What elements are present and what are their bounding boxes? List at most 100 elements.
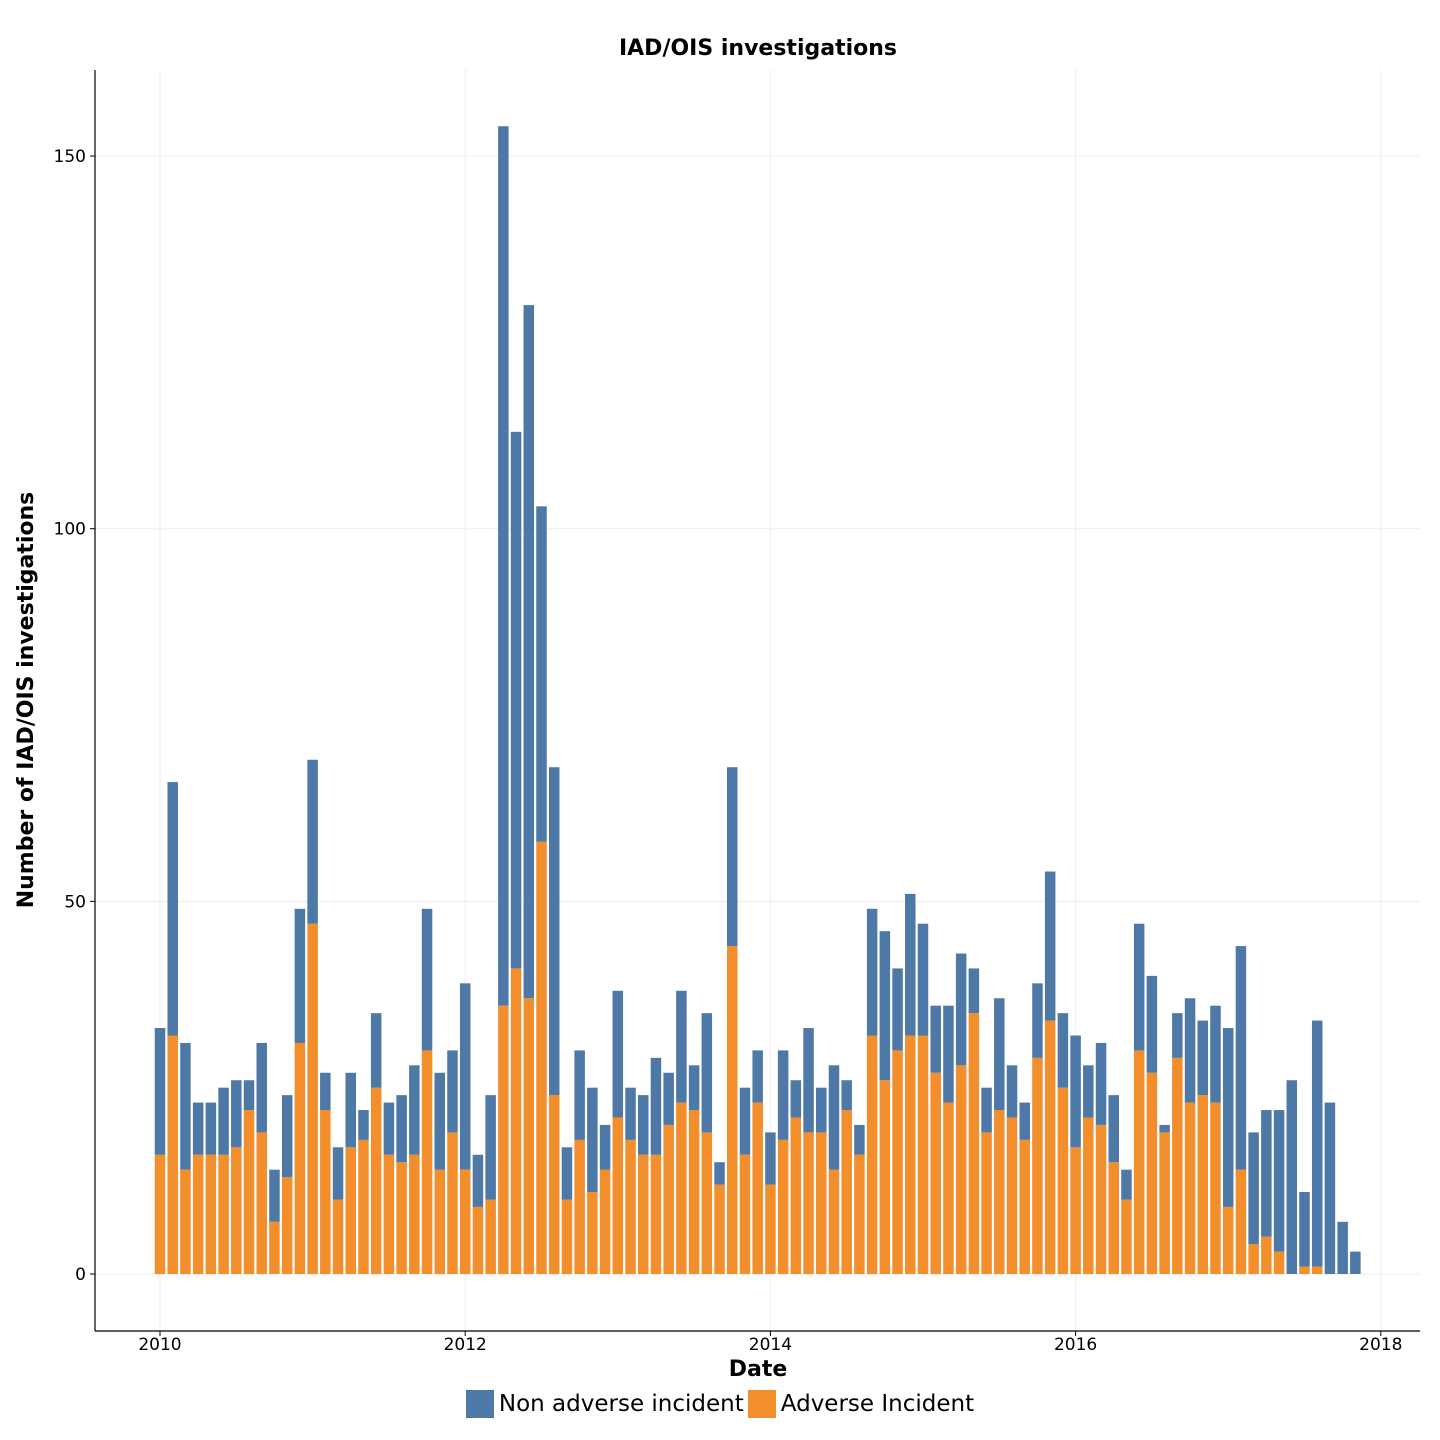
bar-non-adverse-2013-11 [739,1087,751,1155]
bar-non-adverse-2016-11 [1197,1020,1209,1096]
bar-non-adverse-2012-05 [510,431,522,969]
bar-adverse-2017-08 [1311,1266,1323,1274]
bar-adverse-2013-07 [688,1110,700,1274]
bar-adverse-2017-05 [1273,1251,1285,1274]
bar-adverse-2016-02 [1083,1117,1094,1274]
bar-non-adverse-2015-04 [955,953,967,1066]
bar-non-adverse-2011-07 [383,1102,395,1155]
bar-adverse-2015-03 [943,1102,954,1274]
bar-adverse-2013-02 [625,1139,636,1274]
y-axis-label: Number of IAD/OIS investigations [14,492,39,909]
x-tick-label: 2014 [749,1335,792,1355]
bar-adverse-2014-01 [765,1184,776,1274]
bar-adverse-2017-01 [1222,1206,1234,1274]
bar-adverse-2010-02 [167,1035,178,1274]
bar-adverse-2011-10 [421,1050,433,1274]
bar-non-adverse-2010-07 [231,1080,242,1148]
bar-non-adverse-2012-03 [485,1095,496,1200]
bar-non-adverse-2017-03 [1248,1132,1259,1245]
bar-adverse-2015-08 [1006,1117,1018,1274]
bar-non-adverse-2013-12 [752,1050,763,1103]
bar-adverse-2013-06 [676,1102,687,1274]
y-ticks: 0 50 100 150 [54,147,95,1285]
bar-non-adverse-2014-10 [879,931,891,1081]
bar-adverse-2015-07 [994,1110,1005,1274]
bar-non-adverse-2013-08 [701,1013,713,1133]
bar-non-adverse-2010-03 [180,1042,191,1170]
bar-adverse-2010-07 [231,1147,242,1274]
bar-non-adverse-2014-02 [777,1050,789,1140]
bar-non-adverse-2016-06 [1133,923,1145,1051]
bar-non-adverse-2015-07 [994,998,1005,1111]
bar-non-adverse-2015-09 [1019,1102,1030,1140]
bar-non-adverse-2012-07 [536,506,547,842]
bar-non-adverse-2014-04 [803,1028,814,1133]
bar-non-adverse-2014-12 [905,893,916,1036]
bar-adverse-2010-01 [154,1154,166,1274]
bar-adverse-2013-12 [752,1102,763,1274]
bar-non-adverse-2014-07 [841,1080,852,1111]
bar-non-adverse-2012-11 [587,1087,598,1193]
bar-adverse-2016-08 [1159,1132,1170,1274]
bar-non-adverse-2016-05 [1121,1169,1132,1200]
bar-non-adverse-2013-02 [625,1087,636,1140]
bar-adverse-2010-09 [256,1132,267,1274]
bar-adverse-2015-09 [1019,1139,1030,1274]
bar-adverse-2012-02 [472,1206,484,1274]
bar-non-adverse-2011-05 [358,1110,369,1140]
bar-non-adverse-2012-10 [574,1050,585,1140]
bar-adverse-2011-02 [320,1110,331,1274]
bar-non-adverse-2015-06 [981,1087,992,1133]
bar-adverse-2010-10 [269,1221,280,1274]
bar-adverse-2011-11 [434,1169,446,1274]
chart-title: IAD/OIS investigations [619,36,897,61]
bar-non-adverse-2017-01 [1222,1028,1234,1207]
bar-adverse-2015-11 [1044,1020,1056,1274]
bar-non-adverse-2010-11 [281,1095,293,1178]
bar-adverse-2012-10 [574,1139,585,1274]
bar-non-adverse-2017-10 [1337,1221,1348,1274]
bar-non-adverse-2016-01 [1070,1035,1081,1148]
bar-non-adverse-2010-10 [269,1169,280,1222]
bar-non-adverse-2017-09 [1324,1102,1336,1274]
bar-adverse-2013-08 [701,1132,713,1274]
bar-non-adverse-2013-06 [676,990,687,1103]
bar-adverse-2013-11 [739,1154,751,1274]
bar-non-adverse-2017-04 [1261,1110,1272,1237]
bar-non-adverse-2010-02 [167,782,178,1036]
bar-adverse-2015-02 [930,1072,941,1274]
legend-swatch-non-adverse [465,1390,494,1418]
bar-adverse-2014-04 [803,1132,814,1274]
bar-adverse-2015-01 [917,1035,929,1274]
bar-adverse-2016-09 [1172,1057,1183,1274]
bar-adverse-2010-04 [192,1154,204,1274]
bar-non-adverse-2013-05 [663,1072,674,1125]
bar-adverse-2010-08 [243,1110,255,1274]
bar-non-adverse-2010-04 [192,1102,204,1155]
bar-non-adverse-2014-03 [790,1080,802,1118]
bar-non-adverse-2015-12 [1057,1013,1069,1088]
bar-adverse-2011-12 [447,1132,458,1274]
bar-non-adverse-2011-12 [447,1050,458,1133]
bar-non-adverse-2011-06 [370,1013,382,1088]
bar-adverse-2014-03 [790,1117,802,1274]
bar-non-adverse-2013-09 [714,1162,725,1185]
bar-adverse-2015-06 [981,1132,992,1274]
bar-adverse-2012-08 [548,1095,560,1274]
bar-adverse-2014-08 [854,1154,865,1274]
bar-non-adverse-2016-02 [1083,1065,1094,1118]
bar-adverse-2013-10 [727,946,738,1274]
x-tick-label: 2016 [1054,1335,1097,1355]
bar-non-adverse-2017-06 [1286,1080,1298,1274]
bar-non-adverse-2013-03 [637,1095,649,1155]
bar-non-adverse-2016-12 [1210,1005,1221,1103]
bar-non-adverse-2014-05 [816,1087,827,1133]
bar-non-adverse-2015-01 [917,923,929,1036]
bar-adverse-2010-11 [281,1177,293,1274]
bar-non-adverse-2014-01 [765,1132,776,1185]
bar-adverse-2012-04 [498,1005,509,1274]
bar-adverse-2014-12 [905,1035,916,1274]
x-tick-label: 2018 [1359,1335,1402,1355]
bar-adverse-2017-03 [1248,1244,1259,1274]
